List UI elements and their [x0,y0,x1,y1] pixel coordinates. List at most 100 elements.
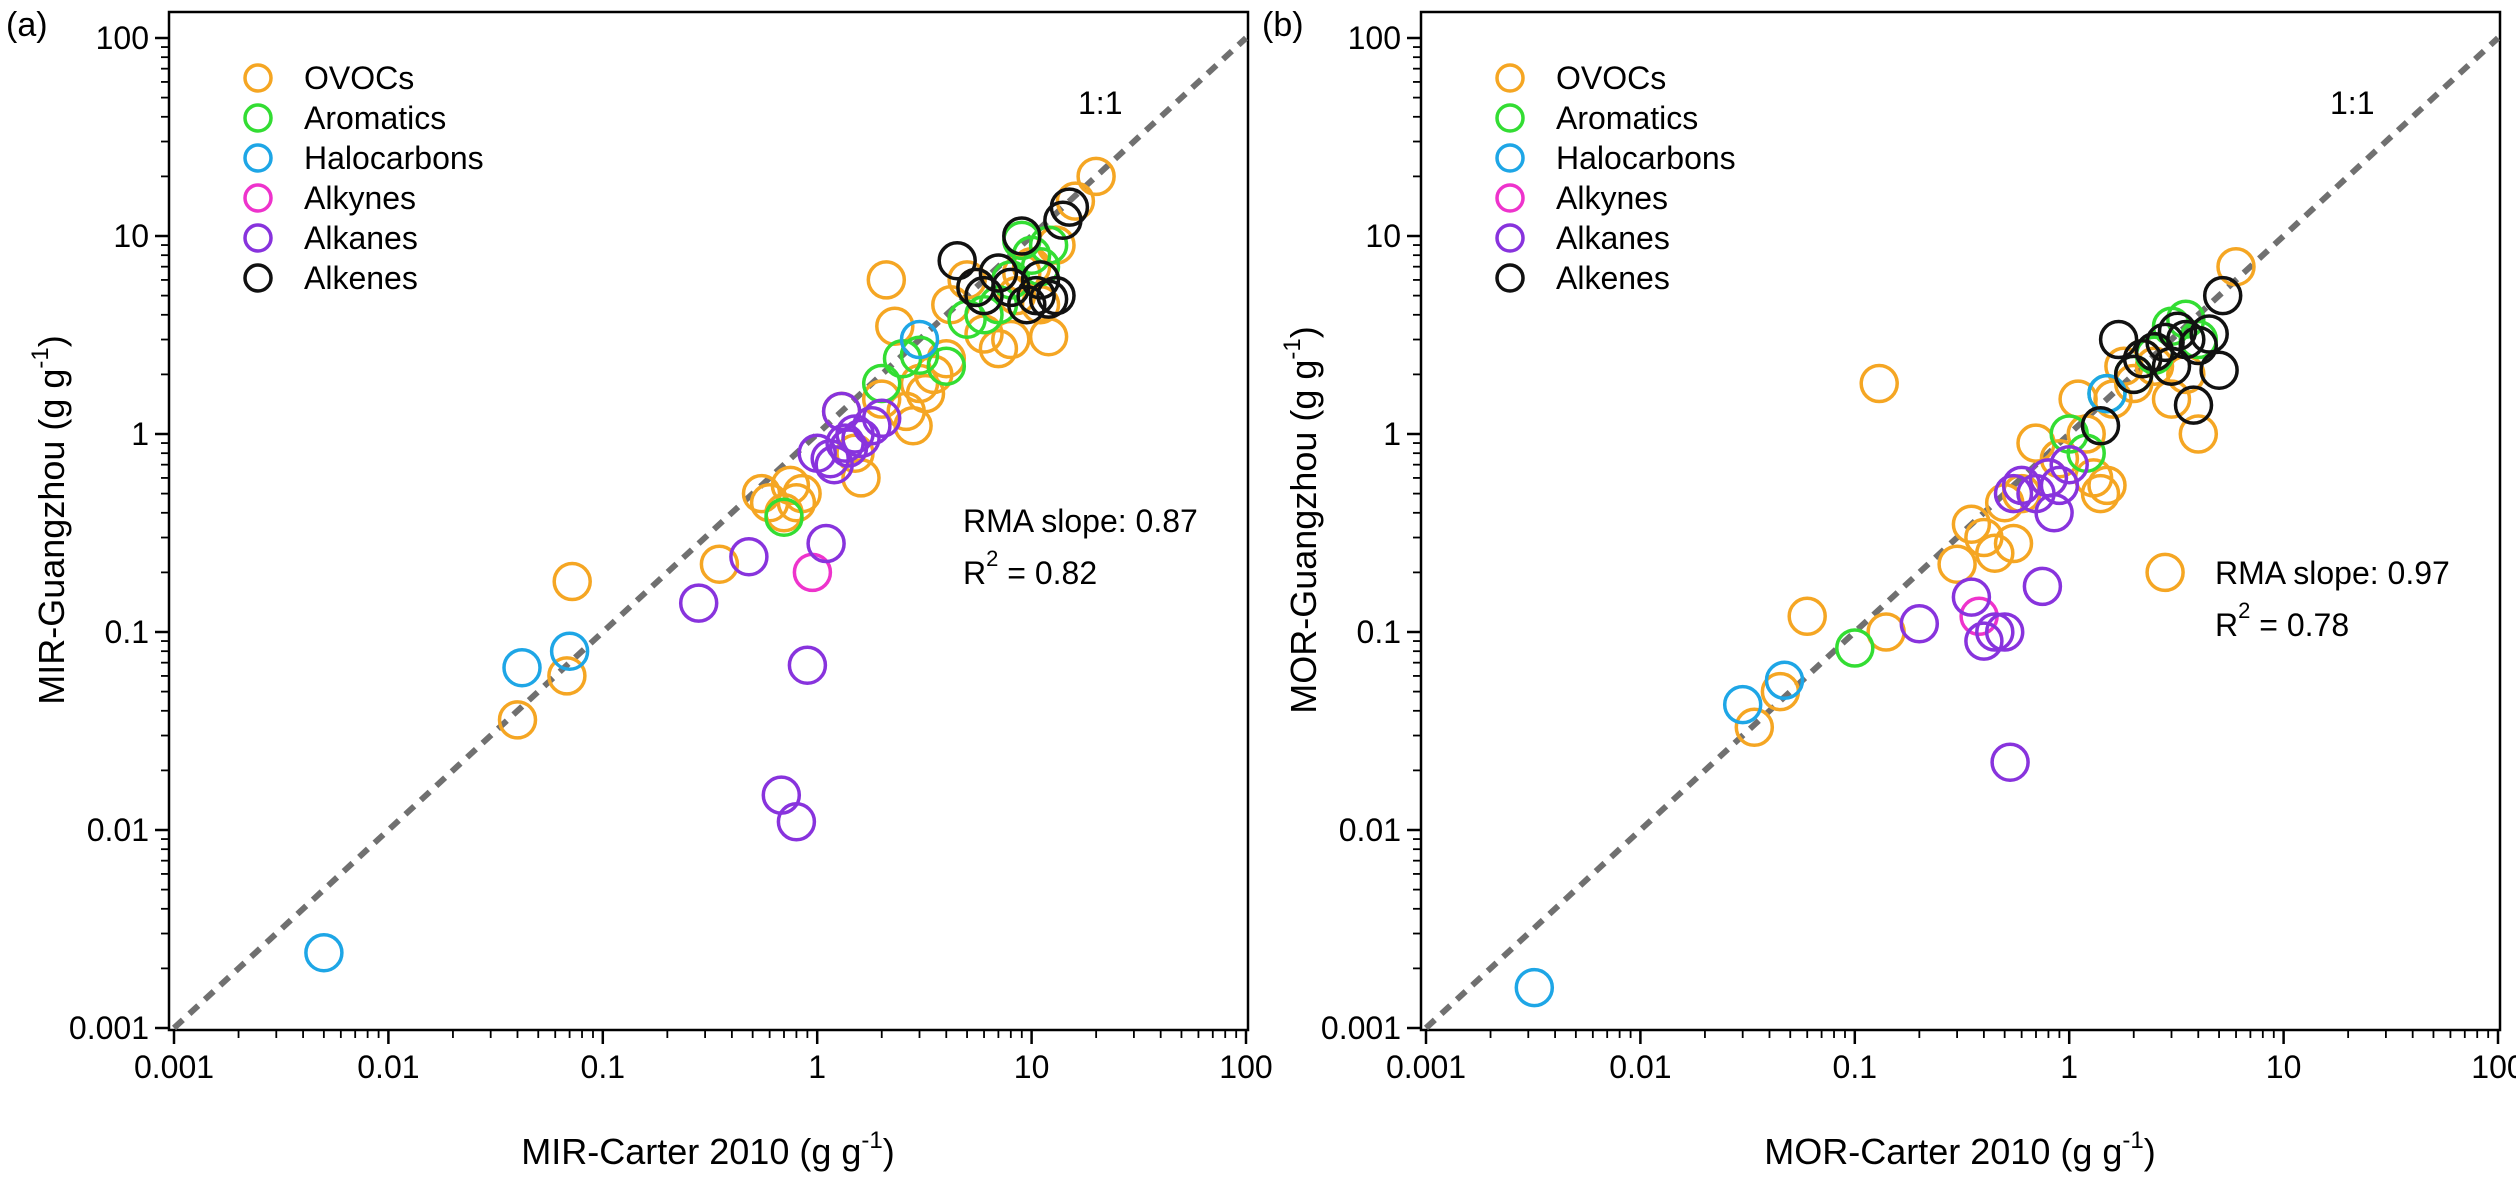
point-ovocs-b [2151,379,2192,419]
point-alkenes-a [1036,275,1076,316]
y-tick-label-b: 100 [1348,20,1401,56]
point-ovocs-a [776,482,817,523]
point-alkanes-a [806,523,846,564]
point-halocarbons-b [2087,373,2127,414]
y-tick-label-a: 0.001 [69,1010,149,1046]
point-ovocs-b [1859,363,1899,404]
x-tick-label-a: 0.01 [357,1049,419,1085]
point-ovocs-b [2039,438,2080,479]
point-alkanes-a [776,802,817,842]
point-ovocs-a [699,544,740,584]
panel-label-a: (a) [6,6,48,44]
y-tick-label-b: 10 [1365,218,1401,254]
plot-frame-a [167,10,1250,1032]
legend-label-alkynes-a: Alkynes [304,180,416,216]
point-halocarbons-b [1764,660,1805,701]
point-ovocs-a [552,561,592,602]
x-tick-label-a: 1 [808,1049,826,1085]
point-halocarbons-a [304,932,344,973]
legend-label-ovocs-a: OVOCs [304,60,414,96]
x-tick-label-b: 0.1 [1833,1049,1877,1085]
legend-marker-alkynes-a [243,183,273,213]
x-tick-label-a: 0.001 [134,1049,214,1085]
y-tick-label-a: 0.1 [105,614,149,650]
legend-marker-halocarbons-b [1495,143,1525,173]
panel-label-b: (b) [1262,6,1304,44]
y-tick-label-b: 0.01 [1339,812,1401,848]
legend-marker-aromatics-a [243,103,273,133]
point-alkanes-a [841,418,881,459]
legend-marker-alkenes-b [1495,263,1525,293]
y-tick-label-b: 0.1 [1357,614,1401,650]
point-aromatics-a [764,497,804,537]
point-alkenes-b [2098,319,2139,360]
point-aromatics-a [899,335,940,375]
legend-label-halocarbons-a: Halocarbons [304,140,484,176]
legend-label-alkenes-b: Alkenes [1556,260,1670,296]
point-alkanes-a [761,775,802,815]
point-alkanes-a [729,536,769,577]
point-ovocs-a [905,373,946,414]
point-halocarbons-b [1722,684,1763,725]
x-tick-label-a: 0.1 [581,1049,625,1085]
legend-marker-aromatics-b [1495,103,1525,133]
point-aromatics-b [2166,299,2206,339]
point-ovocs-b [1951,504,1992,545]
point-ovocs-b [2087,465,2127,506]
point-ovocs-a [991,319,1031,360]
point-ovocs-a [770,465,811,506]
point-alkanes-b [1993,473,2034,514]
legend-label-aromatics-b: Aromatics [1556,100,1698,136]
point-alkenes-b [2199,350,2239,390]
point-alkanes-b [1975,612,2015,652]
data-points-b [1514,246,2256,1008]
point-ovocs-a [978,328,1019,369]
point-alkanes-b [1899,604,1940,644]
point-aromatics-b [1835,628,1875,668]
point-ovocs-b [1937,544,1977,584]
point-alkanes-a [861,398,902,439]
rma-slope-text-a: RMA slope: 0.87 [963,503,1198,539]
y-tick-label-a: 100 [96,20,149,56]
point-aromatics-a [926,346,967,386]
point-alkenes-a [964,275,1004,316]
x-tick-label-b: 0.001 [1386,1049,1466,1085]
point-alkanes-b [1951,577,1992,617]
legend-marker-alkanes-b [1495,223,1525,253]
point-ovocs-a [1028,316,1069,357]
point-alkanes-b [2049,444,2089,485]
point-alkanes-b [1964,621,2004,661]
point-ovocs-b [1975,533,2015,573]
y-tick-label-b: 0.001 [1321,1010,1401,1046]
point-ovocs-b [1787,596,1827,637]
legend-marker-alkanes-a [243,223,273,253]
x-tick-label-a: 100 [1219,1049,1272,1085]
legend-marker-ovocs-a [243,63,273,93]
x-tick-label-b: 1 [2060,1049,2078,1085]
point-ovocs-b [1734,707,1775,748]
y-axis-label-a: MIR-Guangzhou (g g-1) [27,335,72,705]
point-ovocs-a [1055,181,1096,221]
point-ovocs-b [2178,414,2219,454]
legend-marker-alkynes-b [1495,183,1525,213]
legend-label-alkynes-b: Alkynes [1556,180,1668,216]
legend-label-halocarbons-b: Halocarbons [1556,140,1736,176]
point-ovocs-a [866,260,907,300]
point-alkenes-a [1028,279,1069,319]
x-tick-label-a: 10 [1014,1049,1050,1085]
point-halocarbons-b [1514,967,1555,1008]
legend-label-alkanes-a: Alkanes [304,220,418,256]
point-ovocs-a [1076,156,1116,197]
point-alkanes-b [2022,566,2063,607]
x-tick-label-b: 100 [2471,1049,2516,1085]
point-alkenes-a [937,240,977,281]
legend-label-ovocs-b: OVOCs [1556,60,1666,96]
rma-slope-text-b: RMA slope: 0.97 [2215,555,2450,591]
point-alkanes-a [678,583,719,623]
point-alkenes-b [2145,322,2185,363]
